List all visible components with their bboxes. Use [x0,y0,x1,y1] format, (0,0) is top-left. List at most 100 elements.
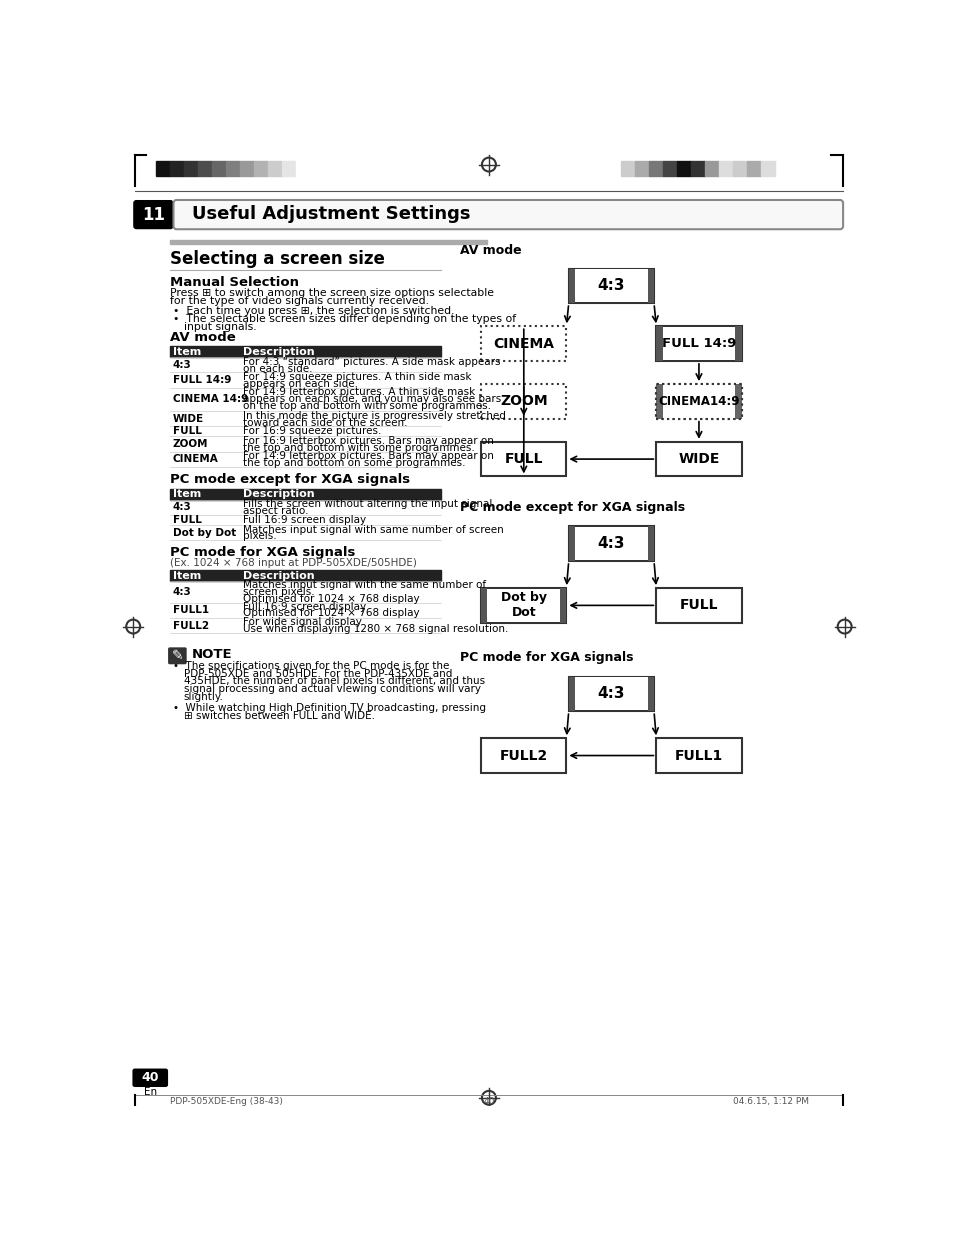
Text: 40: 40 [141,1070,159,1084]
Bar [226,160,240,177]
Bar [240,160,253,177]
Text: Selecting a screen size: Selecting a screen size [170,250,384,268]
FancyBboxPatch shape [173,200,842,229]
Text: Press ⊞ to switch among the screen size options selectable: Press ⊞ to switch among the screen size … [170,288,493,298]
Text: pixels.: pixels. [243,532,276,542]
Text: PC mode except for XGA signals: PC mode except for XGA signals [170,474,410,486]
Text: PC mode except for XGA signals: PC mode except for XGA signals [459,501,684,513]
Bar [661,385,735,418]
Text: Fills the screen without altering the input signal: Fills the screen without altering the in… [243,500,492,510]
Bar [198,160,212,177]
Text: Full 16:9 screen display: Full 16:9 screen display [243,602,366,612]
Text: Description: Description [243,488,314,500]
Bar [480,738,566,773]
Text: •  The specifications given for the PC mode is for the: • The specifications given for the PC mo… [172,661,449,671]
Text: For 16:9 squeeze pictures.: For 16:9 squeeze pictures. [243,426,381,436]
Bar [661,327,735,360]
Text: 11: 11 [142,205,165,224]
Text: •  Each time you press ⊞, the selection is switched.: • Each time you press ⊞, the selection i… [172,306,454,316]
Text: Item: Item [172,347,201,357]
Text: 4:3: 4:3 [597,536,624,552]
Text: •  While watching High Definition TV broadcasting, pressing: • While watching High Definition TV broa… [172,704,485,713]
Text: For 14:9 squeeze pictures. A thin side mask: For 14:9 squeeze pictures. A thin side m… [243,372,471,382]
Text: Dot by
Dot: Dot by Dot [500,592,546,619]
Text: Matches input signal with same number of screen: Matches input signal with same number of… [243,525,503,534]
Text: input signals.: input signals. [183,322,256,332]
Bar [656,588,740,623]
Bar [575,270,647,302]
Bar [170,347,440,357]
Bar [480,384,566,419]
Bar [647,527,654,561]
Bar [735,326,740,360]
Bar [649,160,662,177]
Bar [480,588,566,623]
Text: For wide signal display: For wide signal display [243,617,362,626]
Bar [575,677,647,711]
Text: CINEMA: CINEMA [172,455,218,465]
Bar [480,588,487,623]
FancyBboxPatch shape [168,648,187,664]
Text: For 4:3 “standard” pictures. A side mask appears: For 4:3 “standard” pictures. A side mask… [243,357,500,367]
Bar [559,588,566,623]
Bar [568,268,575,303]
Text: WIDE: WIDE [678,452,719,466]
Text: Full 16:9 screen display: Full 16:9 screen display [243,515,366,525]
Text: aspect ratio.: aspect ratio. [243,506,309,516]
Bar [170,240,487,244]
Text: Item: Item [172,488,201,500]
Bar [746,160,760,177]
Text: Dot by Dot: Dot by Dot [172,527,235,538]
Text: Item: Item [172,571,201,580]
Bar [170,571,440,582]
Bar [282,160,295,177]
Text: CINEMA: CINEMA [493,337,554,351]
Text: the top and bottom with some programmes.: the top and bottom with some programmes. [243,443,475,452]
Bar [656,738,740,773]
Bar [656,384,661,419]
Bar [760,160,774,177]
Text: FULL: FULL [172,426,201,436]
Bar [719,160,732,177]
Text: WIDE: WIDE [172,414,204,424]
Text: En: En [144,1086,156,1096]
Text: Description: Description [243,571,314,580]
Text: AV mode: AV mode [170,331,235,343]
Text: 4:3: 4:3 [172,502,192,512]
Text: 4:3: 4:3 [172,587,192,597]
Bar [575,527,647,561]
FancyBboxPatch shape [133,200,173,229]
Bar [677,160,691,177]
Text: Description: Description [243,347,314,357]
Text: Use when displaying 1280 × 768 signal resolution.: Use when displaying 1280 × 768 signal re… [243,624,508,634]
Text: NOTE: NOTE [192,648,232,661]
Text: FULL1: FULL1 [172,605,209,615]
Text: on the top and bottom with some programmes.: on the top and bottom with some programm… [243,401,491,411]
Bar [253,160,268,177]
Bar [568,268,654,303]
Bar [620,160,635,177]
Bar [156,160,171,177]
Bar [732,160,746,177]
Text: PC mode for XGA signals: PC mode for XGA signals [459,651,633,664]
Bar [568,676,654,711]
Text: For 14:9 letterbox pictures. Bars may appear on: For 14:9 letterbox pictures. Bars may ap… [243,451,494,461]
Text: ⊞ switches between FULL and WIDE.: ⊞ switches between FULL and WIDE. [183,711,375,721]
Text: 4:3: 4:3 [597,686,624,701]
Text: 4:3: 4:3 [597,278,624,293]
Text: signal processing and actual viewing conditions will vary: signal processing and actual viewing con… [183,684,480,694]
Text: PDP-505XDE-Eng (38-43): PDP-505XDE-Eng (38-43) [170,1098,282,1106]
Text: FULL: FULL [504,452,542,466]
Text: toward each side of the screen.: toward each side of the screen. [243,418,407,428]
Text: PC mode for XGA signals: PC mode for XGA signals [170,546,355,559]
Bar [480,441,566,476]
Bar [656,326,740,360]
Text: FULL2: FULL2 [172,620,209,630]
Bar [170,488,440,500]
Text: FULL 14:9: FULL 14:9 [661,337,736,351]
Bar [184,160,198,177]
Text: slightly.: slightly. [183,691,223,701]
Bar [656,441,740,476]
Text: Optimised for 1024 × 768 display: Optimised for 1024 × 768 display [243,609,419,619]
Text: For 16:9 letterbox pictures. Bars may appear on: For 16:9 letterbox pictures. Bars may ap… [243,436,494,446]
